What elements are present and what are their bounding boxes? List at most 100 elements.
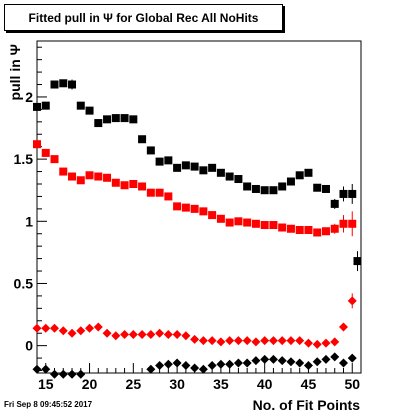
data-point-square <box>41 148 50 157</box>
data-point-square <box>85 171 94 180</box>
data-point-diamond <box>137 329 147 339</box>
data-point-square <box>295 226 304 235</box>
data-point-square <box>348 219 357 228</box>
data-point-diamond <box>67 328 77 338</box>
data-point-diamond <box>268 336 278 346</box>
data-point-diamond <box>198 336 208 346</box>
data-point-diamond <box>251 337 261 347</box>
data-point-square <box>129 115 138 124</box>
chart-title: Fitted pull in Ψ for Global Rec All NoHi… <box>4 4 283 31</box>
data-point-square <box>50 155 59 164</box>
data-point-square <box>94 172 103 181</box>
data-point-diamond <box>190 363 200 373</box>
data-point-square <box>330 199 339 208</box>
data-point-square <box>304 226 313 235</box>
data-point-square <box>278 223 287 232</box>
x-tick-label: 15 <box>38 376 54 392</box>
data-point-diamond <box>225 359 235 369</box>
data-point-square <box>41 101 50 110</box>
data-point-diamond <box>207 361 217 371</box>
data-point-square <box>208 163 217 172</box>
data-point-square <box>348 189 357 198</box>
data-point-diamond <box>128 329 138 339</box>
data-point-square <box>33 140 41 149</box>
data-point-square <box>173 163 182 172</box>
data-point-square <box>225 172 234 181</box>
data-point-square <box>103 173 112 182</box>
x-tick-label: 40 <box>257 376 273 392</box>
data-point-square <box>295 171 304 180</box>
data-point-diamond <box>286 357 296 367</box>
data-point-square <box>251 219 260 228</box>
data-point-square <box>155 157 164 166</box>
data-point-square <box>103 115 112 124</box>
data-point-diamond <box>172 358 182 368</box>
data-point-diamond <box>58 326 68 336</box>
data-point-square <box>76 176 85 185</box>
data-point-diamond <box>330 337 340 347</box>
y-tick-label: 0 <box>25 338 33 354</box>
data-point-square <box>59 167 68 176</box>
data-point-square <box>146 188 155 197</box>
data-point-diamond <box>277 356 287 366</box>
data-point-square <box>339 219 348 228</box>
data-point-square <box>94 119 103 128</box>
data-point-diamond <box>233 336 243 346</box>
data-point-square <box>181 161 190 170</box>
data-point-square <box>339 189 348 198</box>
footer-timestamp: Fri Sep 8 09:45:52 2017 <box>4 400 93 409</box>
data-point-diamond <box>76 326 86 336</box>
data-point-square <box>33 102 41 111</box>
data-point-diamond <box>93 322 103 332</box>
data-point-square <box>278 182 287 191</box>
data-point-square <box>111 178 120 187</box>
data-point-diamond <box>50 323 60 333</box>
data-point-square <box>59 79 68 88</box>
data-point-diamond <box>155 361 165 371</box>
x-tick-label: 25 <box>126 376 142 392</box>
x-tick-label: 50 <box>344 376 360 392</box>
data-point-diamond <box>303 361 313 371</box>
data-point-square <box>146 146 155 155</box>
data-point-diamond <box>321 354 331 364</box>
y-axis-title: pull in Ψ <box>7 44 23 100</box>
data-point-diamond <box>268 354 278 364</box>
data-point-square <box>286 177 295 186</box>
data-point-square <box>313 228 322 237</box>
data-point-square <box>286 224 295 233</box>
data-point-diamond <box>242 336 252 346</box>
data-point-diamond <box>163 359 173 369</box>
y-tick-label: 0.5 <box>14 275 34 291</box>
data-point-diamond <box>225 336 235 346</box>
data-point-square <box>269 221 278 230</box>
data-point-square <box>225 218 234 227</box>
data-point-square <box>243 182 252 191</box>
data-point-square <box>76 101 85 110</box>
data-point-diamond <box>321 338 331 348</box>
plot-frame <box>36 40 362 374</box>
data-point-square <box>321 184 330 193</box>
data-point-diamond <box>251 356 261 366</box>
data-point-diamond <box>312 357 322 367</box>
data-point-diamond <box>295 336 305 346</box>
data-point-square <box>85 106 94 115</box>
data-points <box>32 79 362 379</box>
data-point-diamond <box>260 336 270 346</box>
data-point-diamond <box>286 336 296 346</box>
data-point-diamond <box>295 358 305 368</box>
data-point-diamond <box>111 331 121 341</box>
data-point-diamond <box>32 323 42 333</box>
data-point-diamond <box>190 334 200 344</box>
data-point-diamond <box>181 331 191 341</box>
data-point-square <box>199 166 208 175</box>
data-point-diamond <box>32 364 42 374</box>
data-point-square <box>353 257 362 266</box>
x-tick-label: 35 <box>213 376 229 392</box>
data-point-square <box>208 211 217 220</box>
data-point-square <box>304 168 313 177</box>
data-point-diamond <box>303 338 313 348</box>
data-point-square <box>330 224 339 233</box>
data-point-square <box>120 114 129 123</box>
data-point-diamond <box>347 353 357 363</box>
